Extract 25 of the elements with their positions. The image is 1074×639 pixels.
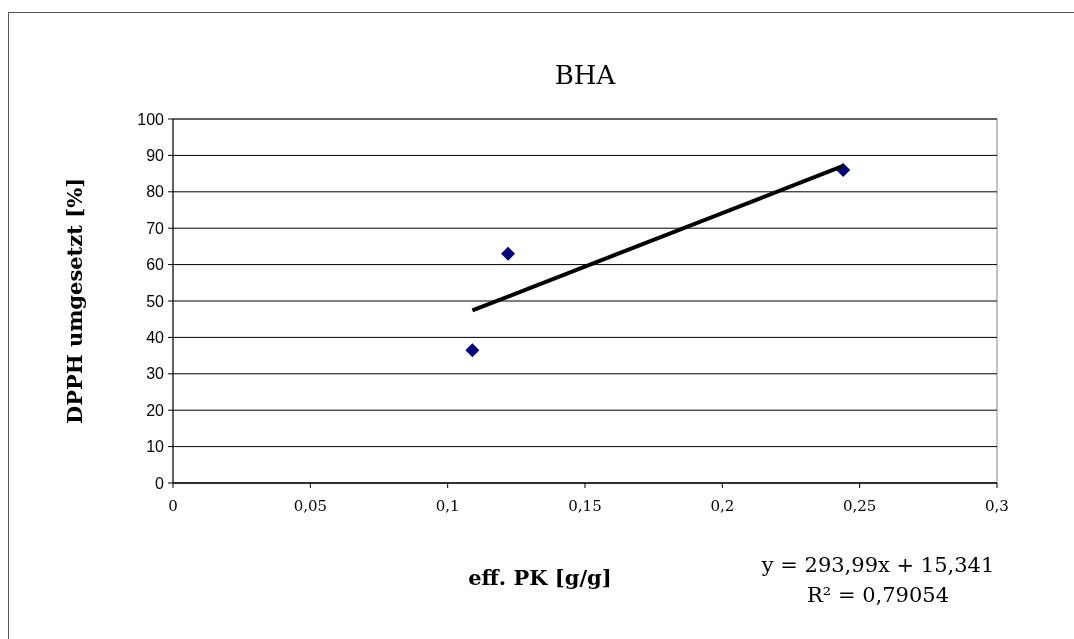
point <box>465 343 480 358</box>
x-tick-label: 0,2 <box>710 497 735 515</box>
x-axis-title: eff. PK [g/g] <box>468 565 612 590</box>
y-tick-label: 100 <box>137 110 165 128</box>
x-tick-label: 0,05 <box>293 497 328 515</box>
x-tick-label: 0,25 <box>842 497 877 515</box>
x-tick-label: 0,1 <box>435 497 460 515</box>
y-axis-title: DPPH umgesetzt [%] <box>62 177 87 425</box>
y-tick-label: 10 <box>146 438 165 456</box>
y-tick-label: 50 <box>146 292 165 310</box>
y-tick-label: 20 <box>146 401 165 419</box>
x-tick-label: 0 <box>168 497 178 515</box>
y-tick-label: 80 <box>146 183 165 201</box>
text: y = 293,99x + 15,341 <box>760 553 995 577</box>
chart-title: BHA <box>554 60 617 90</box>
y-tick-label: 40 <box>146 329 165 346</box>
point <box>501 246 516 261</box>
x-tick-label: 0,3 <box>985 497 1009 515</box>
y-tick-label: 0 <box>155 474 165 492</box>
y-tick-label: 60 <box>146 256 165 274</box>
x-tick-label: 0,15 <box>568 497 602 515</box>
text: R² = 0,79054 <box>806 583 950 607</box>
y-tick-label: 90 <box>146 147 165 164</box>
y-tick-label: 70 <box>146 219 165 237</box>
y-tick-label: 30 <box>146 365 165 383</box>
